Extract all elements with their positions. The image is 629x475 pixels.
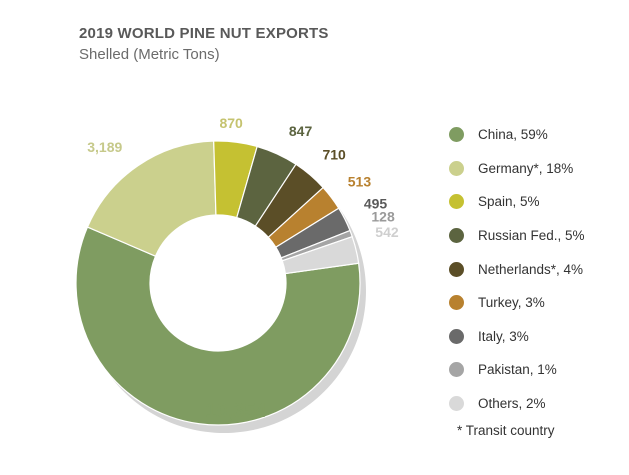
legend-label: Pakistan, 1% (478, 362, 557, 378)
legend-swatch (449, 228, 464, 244)
legend-item-spain: Spain, 5% (449, 185, 585, 219)
donut-slices (75, 140, 361, 426)
value-label-others: 542 (375, 224, 399, 240)
legend-label: Turkey, 3% (478, 295, 545, 311)
legend-item-italy: Italy, 3% (449, 320, 585, 354)
value-label-russian-fed: 847 (289, 123, 313, 139)
chart-subtitle: Shelled (Metric Tons) (79, 46, 220, 63)
legend-label: Netherlands*, 4% (478, 261, 584, 277)
chart-title: 2019 WORLD PINE NUT EXPORTS (79, 25, 329, 42)
legend-swatch (449, 396, 464, 412)
legend-label: Spain, 5% (478, 194, 540, 210)
legend-label: Italy, 3% (478, 328, 529, 344)
legend-item-netherlands: Netherlands*, 4% (449, 252, 585, 286)
legend-swatch (449, 160, 464, 176)
value-label-pakistan: 128 (371, 209, 395, 225)
footnote: * Transit country (457, 423, 555, 438)
slice-china (75, 226, 361, 426)
value-label-spain: 870 (219, 115, 243, 131)
legend-swatch (449, 362, 464, 378)
legend-swatch (449, 328, 464, 344)
value-label-turkey: 513 (348, 173, 372, 189)
donut-hole (150, 215, 286, 351)
legend: China, 59% Germany*, 18% Spain, 5% Russian … (449, 118, 585, 420)
legend-label: China, 59% (478, 127, 548, 143)
legend-item-turkey: Turkey, 3% (449, 286, 585, 320)
legend-swatch (449, 261, 464, 277)
legend-swatch (449, 194, 464, 210)
legend-swatch (449, 127, 464, 143)
legend-label: Germany*, 18% (478, 160, 574, 176)
value-label-germany: 3,189 (87, 139, 122, 155)
value-label-netherlands: 710 (322, 146, 346, 162)
value-label-italy: 495 (364, 195, 388, 211)
value-label-china: 10,354 (206, 400, 268, 422)
legend-item-germany: Germany*, 18% (449, 152, 585, 186)
legend-item-others: Others, 2% (449, 387, 585, 421)
legend-label: Russian Fed., 5% (478, 228, 585, 244)
legend-item-russian-fed: Russian Fed., 5% (449, 219, 585, 253)
legend-swatch (449, 295, 464, 311)
legend-item-china: China, 59% (449, 118, 585, 152)
legend-label: Others, 2% (478, 396, 546, 412)
legend-item-pakistan: Pakistan, 1% (449, 353, 585, 387)
